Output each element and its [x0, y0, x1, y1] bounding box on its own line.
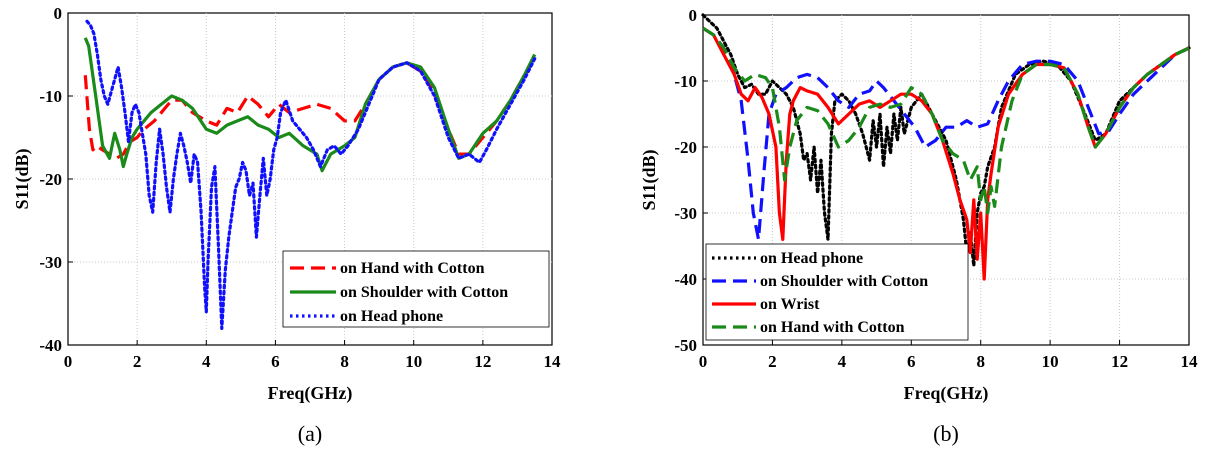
legend-label: on Shoulder with Cotton — [760, 273, 928, 290]
x-tick-label: 10 — [1042, 352, 1059, 371]
legend-label: on Hand with Cotton — [340, 260, 485, 277]
legend-box-b — [705, 243, 969, 341]
y-tick-label: -40 — [674, 270, 697, 289]
caption-a: (a) — [298, 421, 322, 446]
x-axis-label-b: Freq(GHz) — [904, 383, 989, 404]
x-tick-label: 14 — [1181, 352, 1199, 371]
legend-label: on Wrist — [760, 296, 820, 313]
y-tick-label: -10 — [39, 87, 62, 106]
x-tick-label: 8 — [976, 352, 985, 371]
legend-a: on Hand with Cotton on Shoulder with Cott… — [282, 250, 550, 328]
chart-a: 0 2 4 6 8 10 12 14 0 -10 -20 -30 -40 Freq(GHz) S11(d… — [12, 4, 562, 446]
y-tick-label: -30 — [39, 253, 62, 272]
y-tick-label: -40 — [39, 336, 62, 355]
x-axis-label-a: Freq(GHz) — [268, 383, 353, 404]
y-tick-label: -50 — [674, 336, 697, 355]
y-axis-label-a: S11(dB) — [12, 148, 33, 209]
y-tick-label: 0 — [54, 4, 63, 23]
x-tick-label: 0 — [699, 352, 708, 371]
series-line-a-3 — [85, 19, 537, 330]
x-tick-label: 4 — [838, 352, 847, 371]
x-tick-label: 4 — [202, 352, 211, 371]
y-tick-label: 0 — [689, 6, 698, 25]
y-axis-label-b: S11(dB) — [639, 149, 660, 210]
y-tick-label: -30 — [674, 204, 697, 223]
legend-label: on Head phone — [760, 250, 863, 267]
x-tick-label: 12 — [474, 352, 491, 371]
x-tick-label: 14 — [544, 352, 562, 371]
x-tick-label: 2 — [768, 352, 777, 371]
legend-label: on Shoulder with Cotton — [340, 284, 508, 301]
caption-b: (b) — [933, 421, 959, 446]
x-tick-label: 6 — [907, 352, 916, 371]
series-line-b-2 — [702, 26, 1190, 241]
x-tick-label: 6 — [271, 352, 280, 371]
legend-b: on Head phone on Shoulder with Cotton on W… — [705, 243, 969, 341]
x-tick-label: 12 — [1111, 352, 1128, 371]
legend-label: on Hand with Cotton — [760, 319, 905, 336]
y-tick-label: -10 — [674, 72, 697, 91]
y-tick-label: -20 — [39, 170, 62, 189]
legend-box-a — [282, 250, 550, 328]
y-tick-label: -20 — [674, 138, 697, 157]
series-line-b-4 — [702, 26, 1190, 215]
x-tick-label: 2 — [133, 352, 142, 371]
x-tick-label: 0 — [64, 352, 73, 371]
series-line-a-2 — [83, 37, 537, 173]
legend-label: on Head phone — [340, 308, 443, 325]
chart-b: 0 2 4 6 8 10 12 14 0 -10 -20 -30 -40 -50 Freq(GHz) S1… — [639, 6, 1199, 446]
x-tick-label: 8 — [340, 352, 349, 371]
x-tick-label: 10 — [405, 352, 422, 371]
